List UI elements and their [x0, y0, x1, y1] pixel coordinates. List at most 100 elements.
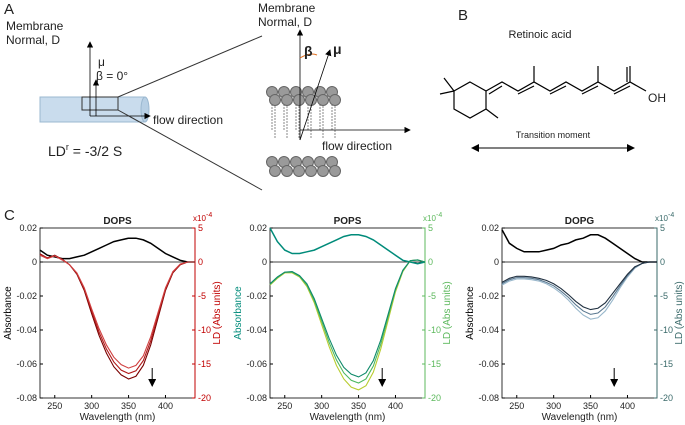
molecule [439, 66, 647, 119]
moment-label: Transition moment [516, 130, 591, 140]
ld-sup: r [66, 142, 69, 152]
lipid-head [305, 165, 317, 177]
y2-exponent: -4 [668, 212, 674, 219]
y2-tick-label: -15 [198, 359, 211, 369]
chart-title: DOPS [103, 216, 132, 227]
panel-label: C [4, 207, 15, 224]
lipid-head [269, 165, 281, 177]
x-axis-label: Wavelength (nm) [80, 412, 156, 423]
data-line [501, 229, 657, 263]
y-tick-label: -0.08 [246, 393, 267, 403]
zoom-mu: μ [333, 41, 342, 57]
y2-tick-label: -15 [428, 359, 441, 369]
lipid-head [281, 94, 293, 106]
zoom-normal-label: Membrane [258, 1, 316, 15]
chart-title: POPS [334, 216, 362, 227]
normal-label: Normal, D [6, 33, 60, 47]
y-tick-label: -0.02 [16, 291, 37, 301]
x-axis-label: Wavelength (nm) [542, 412, 618, 423]
x-tick-label: 400 [388, 401, 403, 411]
data-line [39, 237, 195, 263]
zoom-mu-arrow [299, 49, 332, 141]
ld-rest: = -3/2 S [69, 143, 122, 159]
x-tick-label: 350 [351, 401, 366, 411]
beta-label: β = 0° [96, 69, 128, 83]
lipid-bilayer [266, 86, 341, 177]
y2-axis-label: LD (Abs units) [674, 281, 685, 344]
x-tick-label: 250 [277, 401, 292, 411]
y-tick-label: 0 [262, 257, 267, 267]
zoom-line [117, 109, 263, 191]
y-tick-label: -0.04 [246, 325, 267, 335]
zoom-box [81, 96, 119, 111]
x-tick-label: 300 [546, 401, 561, 411]
y2-tick-label: -5 [198, 291, 206, 301]
y2-multiplier: x10 [423, 214, 436, 223]
y-tick-label: -0.02 [478, 291, 499, 301]
y2-tick-label: -10 [660, 325, 673, 335]
y-tick-label: -0.06 [16, 359, 37, 369]
data-line [39, 254, 195, 375]
y2-axis-label: LD (Abs units) [442, 281, 453, 344]
y2-tick-label: 0 [198, 257, 203, 267]
x-tick-label: 400 [158, 401, 173, 411]
data-line [39, 254, 195, 369]
cylinder-end [140, 96, 150, 123]
charts: -0.08 -0.06 -0.04 -0.02 0 0.02 -20 -15 -10 -5 0 5 25… [3, 212, 685, 423]
y-tick-label: 0.02 [19, 223, 37, 233]
normal-label: Membrane [6, 19, 64, 33]
molecule-name: Retinoic acid [509, 29, 572, 41]
data-line [269, 259, 426, 378]
y2-multiplier: x10 [655, 214, 668, 223]
data-line [501, 261, 657, 320]
zoom-flow-label: flow direction [322, 139, 392, 153]
y-tick-label: -0.06 [478, 359, 499, 369]
zoom-beta: β [304, 43, 313, 59]
panel-label: B [458, 7, 468, 24]
chart-title: DOPG [565, 216, 595, 227]
lipid-head [281, 165, 293, 177]
lipid-head [329, 94, 341, 106]
plot-frame [501, 227, 658, 399]
data-line [269, 259, 426, 384]
oh-label: OH [648, 91, 666, 105]
y2-tick-label: -20 [428, 393, 441, 403]
zoom-normal-label: Normal, D [258, 15, 312, 29]
y2-tick-label: -10 [198, 325, 211, 335]
y-tick-label: 0 [32, 257, 37, 267]
ld-base: LD [48, 143, 66, 159]
flow-label: flow direction [153, 113, 223, 127]
y-tick-label: -0.02 [246, 291, 267, 301]
y-axis-label: Absorbance [3, 286, 14, 340]
lipid-head [329, 165, 341, 177]
y2-tick-label: 5 [198, 223, 203, 233]
y2-tick-label: 5 [660, 223, 665, 233]
y2-multiplier: x10 [193, 214, 206, 223]
y-axis-label: Absorbance [233, 286, 244, 340]
y2-exponent: -4 [436, 212, 442, 219]
angle-arc [299, 53, 318, 59]
y-tick-label: -0.08 [16, 393, 37, 403]
x-axis-label: Wavelength (nm) [310, 412, 386, 423]
x-tick-label: 350 [583, 401, 598, 411]
data-line [501, 261, 657, 315]
zoom-line [117, 35, 263, 98]
y2-tick-label: -20 [198, 393, 211, 403]
y2-axis-label: LD (Abs units) [212, 281, 223, 344]
plot-frame [39, 227, 196, 399]
y-tick-label: -0.04 [478, 325, 499, 335]
y2-tick-label: 0 [660, 257, 665, 267]
x-tick-label: 300 [84, 401, 99, 411]
lipid-head [305, 94, 317, 106]
y-tick-label: 0.02 [249, 223, 267, 233]
y2-tick-label: 5 [428, 223, 433, 233]
y-tick-label: 0 [494, 257, 499, 267]
data-line [501, 261, 657, 311]
y-tick-label: -0.04 [16, 325, 37, 335]
lipid-head [317, 165, 329, 177]
y2-tick-label: -10 [428, 325, 441, 335]
y-tick-label: -0.06 [246, 359, 267, 369]
x-tick-label: 250 [47, 401, 62, 411]
x-tick-label: 300 [314, 401, 329, 411]
